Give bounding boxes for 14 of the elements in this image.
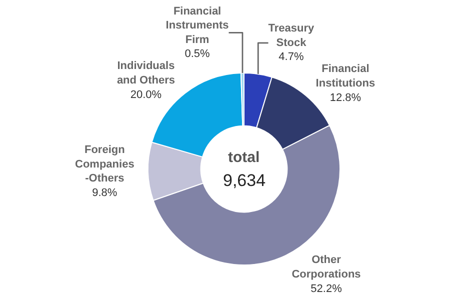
slice-label: Treasury Stock [268,22,316,49]
data-label: 4.7% [278,51,304,64]
data-label: 20.0% [130,88,162,101]
data-label: 52.2% [310,282,342,295]
slice-label: Other Corporations [292,254,361,281]
data-label: 12.8% [330,92,362,104]
slice-label: Financial Institutions [316,63,376,90]
slice-label: Individuals and Others [116,60,176,86]
text: 9,634 [223,171,266,190]
data-label: 0.5% [184,48,210,60]
slice-label: Foreign Companies -Others [75,144,134,185]
data-label: 9.8% [92,186,118,199]
text: total [228,149,260,166]
slice-label: Financial Instruments Firm [166,5,229,46]
